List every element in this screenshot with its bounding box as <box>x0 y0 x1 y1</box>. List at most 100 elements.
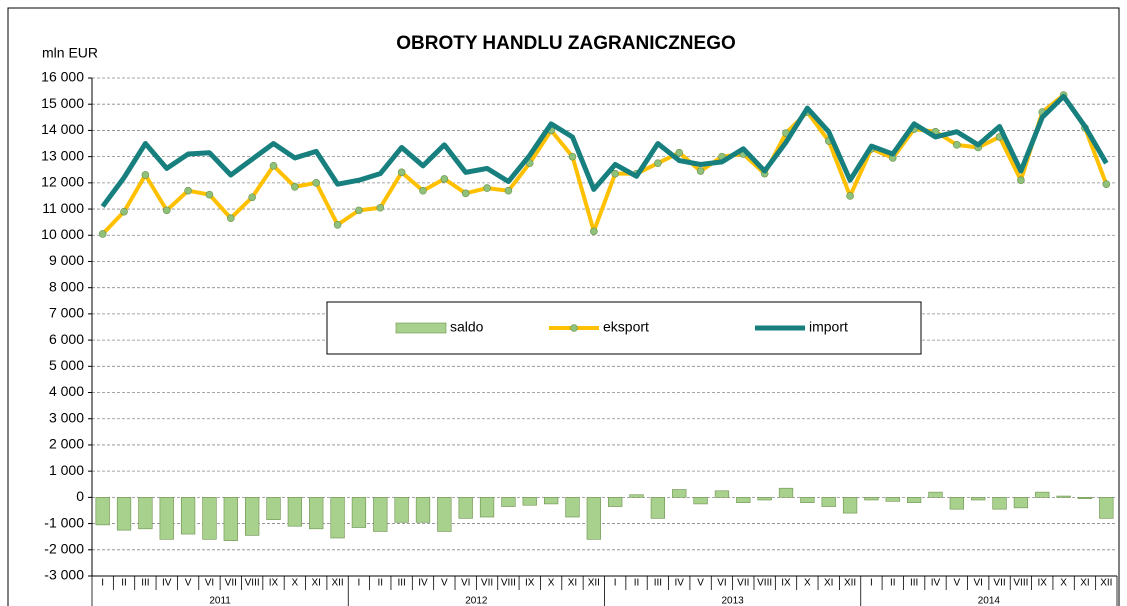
y-tick-label: -1 000 <box>44 514 84 530</box>
x-tick-label: V <box>697 578 704 589</box>
x-tick-label: II <box>378 578 384 589</box>
y-tick-label: 8 000 <box>49 278 84 294</box>
x-tick-label: X <box>1060 578 1067 589</box>
x-tick-label: V <box>441 578 448 589</box>
bar <box>693 497 708 505</box>
y-tick-label: 3 000 <box>49 409 84 425</box>
bar <box>373 497 388 532</box>
x-tick-label: IV <box>418 578 428 589</box>
x-tick-label: VI <box>205 578 214 589</box>
y-tick-label: 4 000 <box>49 383 84 399</box>
y-tick-label: 7 000 <box>49 305 84 321</box>
year-label: 2013 <box>722 596 745 606</box>
point <box>846 192 854 200</box>
bar <box>650 497 666 519</box>
bar <box>522 497 537 506</box>
y-tick-label: 11 000 <box>42 200 84 216</box>
y-tick-label: 10 000 <box>41 226 84 242</box>
x-tick-label: XII <box>1100 578 1112 589</box>
y-axis-label: mln EUR <box>42 45 98 61</box>
point <box>696 167 705 175</box>
x-tick-label: III <box>141 578 149 589</box>
y-tick-label: 0 <box>76 488 84 504</box>
x-tick-label: I <box>614 578 617 589</box>
bar <box>479 497 495 518</box>
bar <box>864 497 879 501</box>
point <box>376 203 385 212</box>
x-tick-label: VI <box>973 578 982 589</box>
point <box>291 182 299 191</box>
point <box>269 162 278 170</box>
x-tick-label: XI <box>311 578 320 589</box>
point <box>568 152 577 161</box>
point <box>120 207 128 216</box>
bar <box>1013 497 1029 509</box>
bar <box>501 497 516 507</box>
point <box>483 184 491 192</box>
legend-label: eksport <box>603 319 649 335</box>
point <box>333 220 342 229</box>
x-tick-label: II <box>890 578 896 589</box>
x-tick-label: VIII <box>245 578 260 589</box>
y-tick-label: 16 000 <box>41 69 84 85</box>
x-tick-label: VII <box>737 578 749 589</box>
bar <box>202 497 217 540</box>
x-tick-label: I <box>870 578 873 589</box>
x-tick-label: XI <box>824 578 833 589</box>
y-tick-label: -3 000 <box>44 567 84 583</box>
x-tick-label: XII <box>588 578 600 589</box>
x-tick-label: IX <box>1038 578 1048 589</box>
line <box>100 93 1109 208</box>
point <box>205 190 214 199</box>
point <box>162 206 171 215</box>
point <box>440 175 449 183</box>
y-tick-label: 13 000 <box>41 147 84 163</box>
bar <box>1056 495 1071 498</box>
point <box>227 214 235 223</box>
bar <box>608 497 623 507</box>
bar <box>907 497 922 503</box>
x-tick-label: X <box>548 578 555 589</box>
y-tick-label: -2 000 <box>44 540 84 556</box>
legend-label: import <box>809 319 848 335</box>
x-tick-label: III <box>654 578 662 589</box>
x-tick-label: V <box>954 578 961 589</box>
chart-title: OBROTY HANDLU ZAGRANICZNEGO <box>396 33 736 54</box>
point <box>611 169 619 178</box>
bar <box>928 491 943 498</box>
point <box>141 171 150 179</box>
bar <box>949 497 964 510</box>
point <box>504 186 513 195</box>
bar <box>245 497 260 536</box>
x-tick-label: IV <box>931 578 941 589</box>
x-tick-label: IX <box>525 578 535 589</box>
point <box>590 227 598 236</box>
x-tick-label: IV <box>675 578 685 589</box>
y-tick-label: 14 000 <box>41 121 84 137</box>
y-tick-label: 12 000 <box>41 174 84 190</box>
y-tick-label: 15 000 <box>41 95 84 111</box>
bar <box>394 497 409 523</box>
bar <box>821 497 836 507</box>
point <box>1017 176 1025 185</box>
bar <box>266 497 281 520</box>
x-tick-label: VIII <box>1013 578 1028 589</box>
bar <box>885 497 900 502</box>
bar <box>95 497 110 526</box>
bar <box>672 489 687 498</box>
bar <box>543 497 559 505</box>
point <box>98 230 107 238</box>
x-tick-label: III <box>397 578 405 589</box>
x-tick-label: IX <box>269 578 279 589</box>
bar <box>223 497 238 541</box>
bar <box>842 497 858 514</box>
bar <box>351 497 367 528</box>
x-tick-label: XI <box>568 578 577 589</box>
x-tick-label: VIII <box>757 578 772 589</box>
bar <box>800 497 815 503</box>
point <box>248 193 256 202</box>
y-tick-label: 1 000 <box>49 462 84 478</box>
x-tick-label: II <box>634 578 640 589</box>
bar <box>629 494 644 498</box>
x-tick-label: V <box>185 578 192 589</box>
